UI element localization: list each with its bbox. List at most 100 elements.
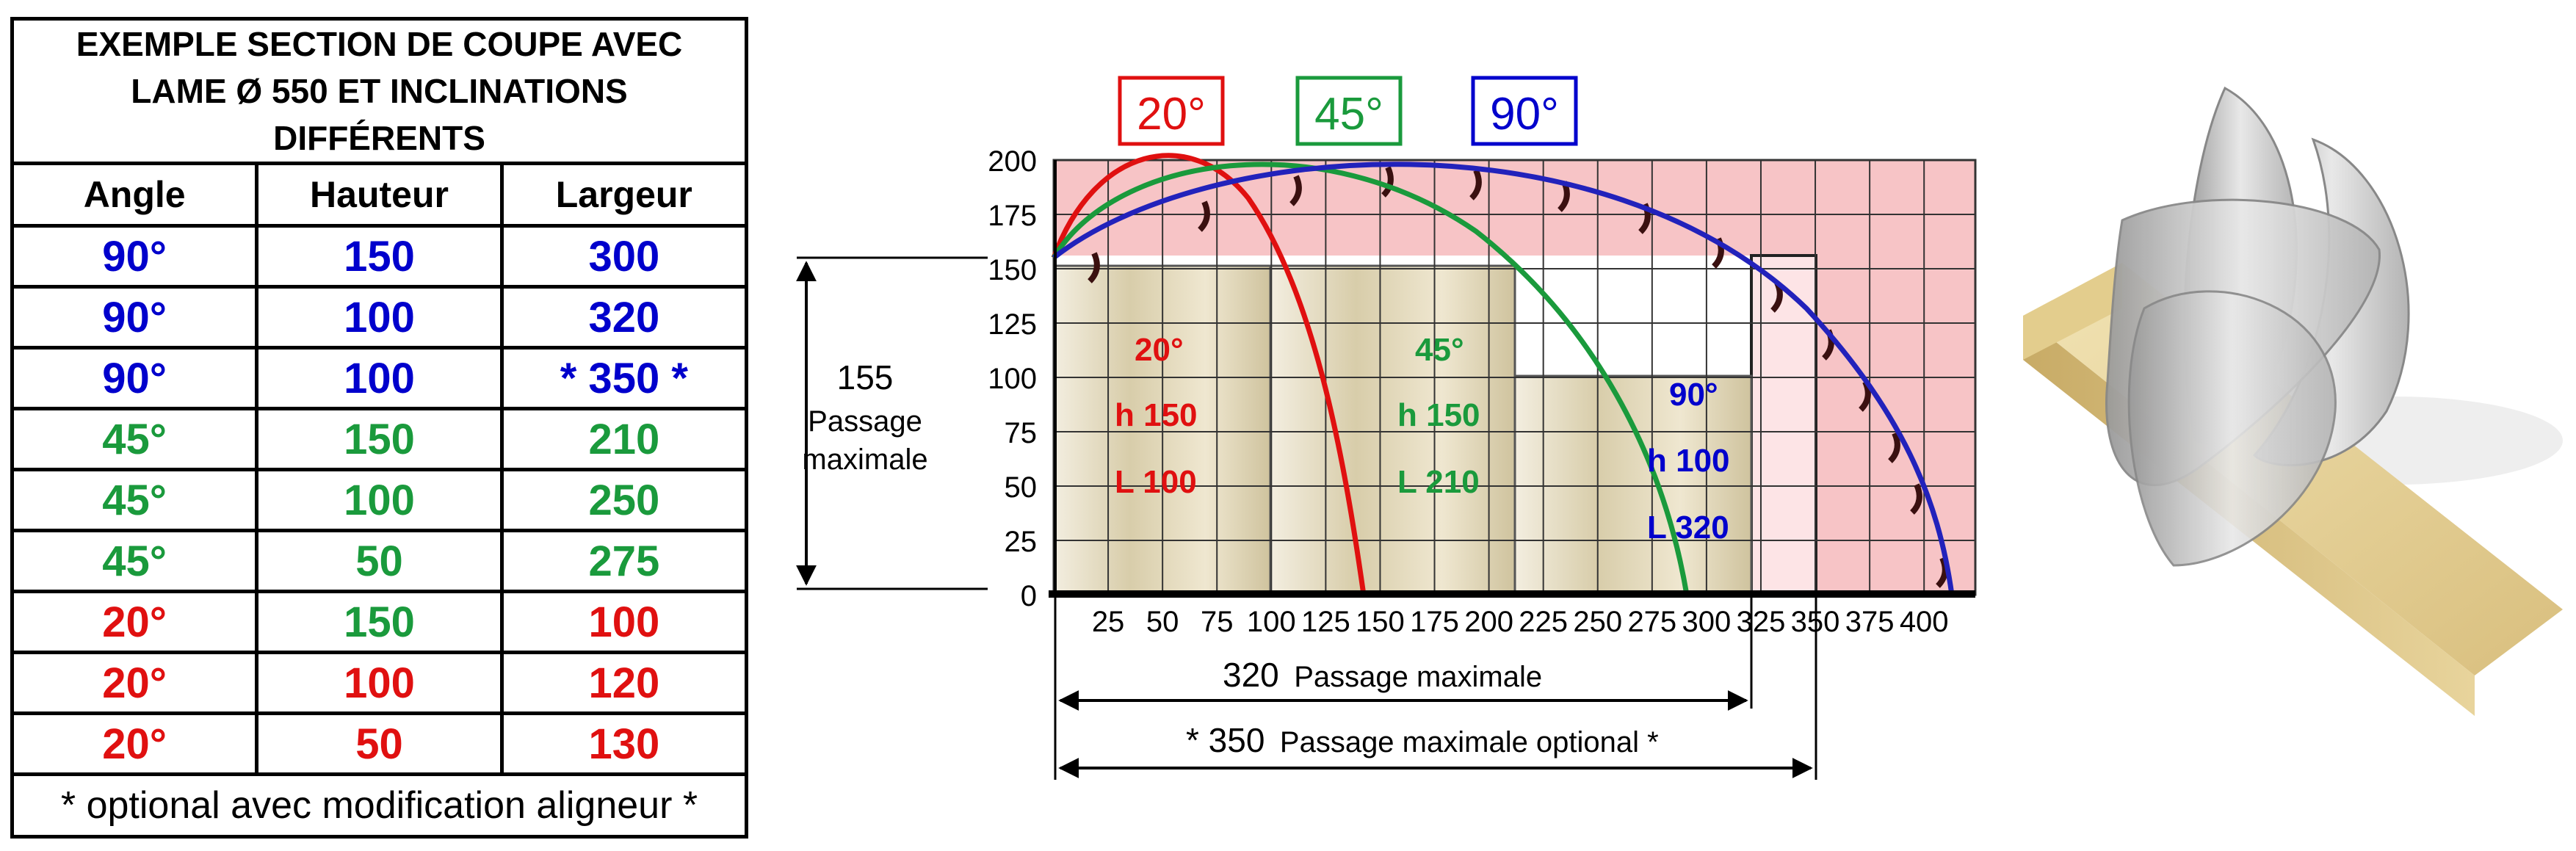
- baseline-bar: [1049, 590, 1975, 598]
- y-tick-label: 175: [988, 200, 1037, 232]
- section-45-angle: 45°: [1415, 332, 1464, 368]
- legend-label-90: 90°: [1490, 89, 1559, 140]
- arc-45: [1052, 162, 1690, 595]
- table-cell-angle: 45°: [10, 529, 259, 593]
- x-tick-label: 325: [1737, 606, 1786, 638]
- table-cell-hauteur: 100: [255, 285, 504, 350]
- section-45-length: L 210: [1397, 464, 1480, 500]
- table-row: 90° 100 320: [10, 285, 749, 350]
- legend-box-20: [1118, 76, 1225, 146]
- y-tick-label: 100: [988, 363, 1037, 395]
- table-cell-hauteur: 50: [255, 529, 504, 593]
- x-tick-label: 250: [1573, 606, 1622, 638]
- header-hauteur: Hauteur: [255, 162, 504, 228]
- table-row: 45° 50 275: [10, 529, 749, 593]
- y-tick-label: 150: [988, 254, 1037, 286]
- blade-tooth: [1088, 252, 1100, 283]
- table-cell-angle: 45°: [10, 407, 259, 471]
- table-row: 45° 100 250: [10, 468, 749, 532]
- table-row: 45° 150 210: [10, 407, 749, 471]
- table-cell-largeur: 210: [499, 407, 749, 471]
- y-tick-label: 200: [988, 145, 1037, 178]
- section-label-45: 45° h 150 L 210: [1397, 332, 1480, 500]
- table-cell-angle: 20°: [10, 651, 259, 715]
- section-20-angle: 20°: [1135, 332, 1184, 368]
- blade-tooth: [1469, 169, 1482, 200]
- table-title: EXEMPLE SECTION DE COUPE AVEC LAME Ø 550…: [10, 17, 748, 165]
- blade-tooth: [1910, 483, 1922, 515]
- x-tick-label: 25: [1092, 606, 1125, 638]
- table-cell-angle: 20°: [10, 590, 259, 654]
- table-cell-hauteur: 100: [255, 468, 504, 532]
- x-tick-label: 150: [1356, 606, 1405, 638]
- header-angle: Angle: [10, 162, 259, 228]
- y-axis-ticks: 0 25 50 75 100 125 150 175 200: [988, 145, 1037, 612]
- x-axis-ticks: 25 50 75 100 125 150 175 200 225 250 275 300 325 350 3…: [1092, 606, 1949, 638]
- table-cell-angle: 20°: [10, 711, 259, 776]
- section-20-length: L 100: [1115, 464, 1197, 500]
- blade-plank-illustration: [2023, 86, 2563, 716]
- table-cell-angle: 90°: [10, 224, 259, 289]
- x-tick-label: 225: [1519, 606, 1568, 638]
- table-cell-hauteur: 50: [255, 711, 504, 776]
- section-90-angle: 90°: [1669, 377, 1718, 413]
- table-row: 90° 100 * 350 *: [10, 346, 749, 410]
- table-title-line-2: LAME Ø 550 ET INCLINATIONS: [131, 72, 628, 110]
- section-45-height: h 150: [1397, 397, 1480, 433]
- legend-box-90: [1471, 76, 1578, 146]
- table-cell-largeur: 320: [499, 285, 749, 350]
- x-tick-label: 50: [1146, 606, 1179, 638]
- table-cell-largeur: 300: [499, 224, 749, 289]
- x-tick-label: 375: [1845, 606, 1895, 638]
- x-tick-label: 125: [1301, 606, 1350, 638]
- table-cell-largeur: 100: [499, 590, 749, 654]
- table-title-line-1: EXEMPLE SECTION DE COUPE AVEC: [76, 25, 683, 63]
- section-90-height: h 100: [1647, 443, 1730, 479]
- table-row: 90° 150 300: [10, 224, 749, 289]
- dim-320-value: 320: [1223, 656, 1279, 694]
- table-body: 90° 150 300 90° 100 320 90° 100 * 350 * 45° 150 210…: [10, 224, 749, 776]
- blade-tooth: [1198, 200, 1210, 232]
- dim-350-text: Passage maximale optional *: [1280, 726, 1659, 758]
- dim-350-label: * 350 Passage maximale optional *: [1186, 721, 1659, 759]
- arc-20: [1051, 153, 1367, 595]
- table-row: 20° 150 100: [10, 590, 749, 654]
- left-dim-line2: maximale: [802, 443, 927, 476]
- left-dimension: 155 Passage maximale: [796, 256, 988, 590]
- arc-90: [1052, 162, 1955, 595]
- section-label-20: 20° h 150 L 100: [1115, 332, 1198, 500]
- blade-tooth: [1289, 175, 1302, 206]
- cutting-section-table: EXEMPLE SECTION DE COUPE AVEC LAME Ø 550…: [10, 17, 749, 839]
- section-90-length: L 320: [1647, 510, 1729, 546]
- x-tick-label: 400: [1900, 606, 1949, 638]
- plank-end: [2023, 263, 2122, 360]
- blade-tooth: [1381, 166, 1394, 198]
- table-row: 20° 50 130: [10, 711, 749, 776]
- left-dim-line1: Passage: [808, 405, 922, 438]
- table-cell-angle: 45°: [10, 468, 259, 532]
- bottom-dimensions: 320 Passage maximale * 350 Passage maxim…: [1054, 596, 1817, 780]
- dim-320-label: 320 Passage maximale: [1223, 656, 1542, 694]
- table-cell-hauteur: 150: [255, 224, 504, 289]
- header-largeur: Largeur: [499, 162, 749, 228]
- y-tick-label: 125: [988, 308, 1037, 341]
- y-tick-label: 0: [1021, 580, 1037, 612]
- blade-tooth: [1888, 432, 1900, 463]
- table-row: 20° 100 120: [10, 651, 749, 715]
- table-cell-hauteur: 100: [255, 651, 504, 715]
- table-cell-angle: 90°: [10, 346, 259, 410]
- table-cell-hauteur: 150: [255, 407, 504, 471]
- dim-320-text: Passage maximale: [1294, 661, 1542, 693]
- legend: 20° 45° 90°: [1118, 76, 1578, 146]
- table-cell-hauteur: 100: [255, 346, 504, 410]
- table-cell-angle: 90°: [10, 285, 259, 350]
- y-tick-label: 50: [1005, 471, 1038, 504]
- x-tick-label: 275: [1627, 606, 1676, 638]
- x-tick-label: 75: [1201, 606, 1234, 638]
- table-title-line-3: DIFFÉRENTS: [273, 119, 485, 157]
- y-tick-label: 25: [1005, 526, 1038, 558]
- blade-disc-4: [2127, 290, 2337, 567]
- table-cell-largeur: * 350 *: [499, 346, 749, 410]
- x-tick-label: 100: [1247, 606, 1296, 638]
- table-cell-largeur: 250: [499, 468, 749, 532]
